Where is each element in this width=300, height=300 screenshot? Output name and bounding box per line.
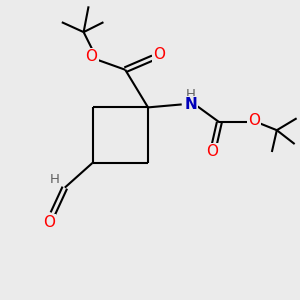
Text: H: H bbox=[50, 173, 60, 186]
Text: N: N bbox=[184, 97, 197, 112]
Text: O: O bbox=[153, 47, 165, 62]
Text: O: O bbox=[43, 215, 55, 230]
Text: O: O bbox=[206, 145, 218, 160]
Text: O: O bbox=[85, 50, 98, 64]
Text: O: O bbox=[248, 113, 260, 128]
Text: H: H bbox=[186, 88, 196, 101]
